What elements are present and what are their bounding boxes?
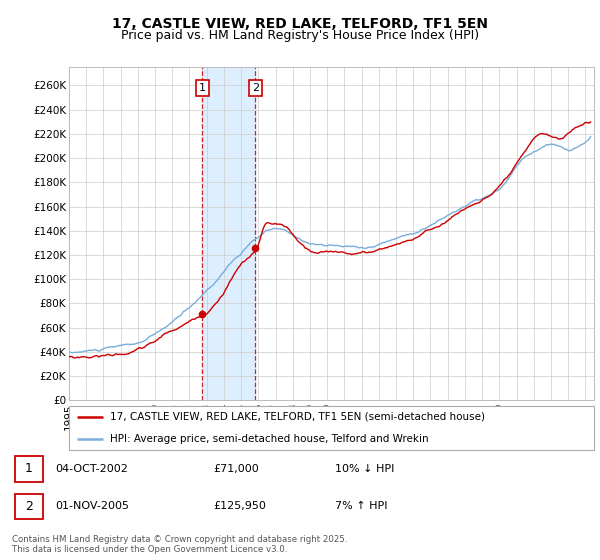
Text: 17, CASTLE VIEW, RED LAKE, TELFORD, TF1 5EN (semi-detached house): 17, CASTLE VIEW, RED LAKE, TELFORD, TF1 … — [110, 412, 485, 422]
Text: 2: 2 — [25, 500, 32, 512]
Text: 10% ↓ HPI: 10% ↓ HPI — [335, 464, 394, 474]
Text: Contains HM Land Registry data © Crown copyright and database right 2025.
This d: Contains HM Land Registry data © Crown c… — [12, 535, 347, 554]
Text: 17, CASTLE VIEW, RED LAKE, TELFORD, TF1 5EN: 17, CASTLE VIEW, RED LAKE, TELFORD, TF1 … — [112, 17, 488, 31]
FancyBboxPatch shape — [69, 406, 594, 450]
Bar — [202, 67, 256, 400]
Text: HPI: Average price, semi-detached house, Telford and Wrekin: HPI: Average price, semi-detached house,… — [110, 434, 428, 444]
Text: £71,000: £71,000 — [214, 464, 259, 474]
FancyBboxPatch shape — [15, 493, 43, 519]
Text: 2: 2 — [252, 83, 259, 93]
Text: 7% ↑ HPI: 7% ↑ HPI — [335, 501, 387, 511]
Text: 1: 1 — [199, 83, 206, 93]
Text: 1: 1 — [25, 463, 32, 475]
Text: 01-NOV-2005: 01-NOV-2005 — [55, 501, 129, 511]
Text: Price paid vs. HM Land Registry's House Price Index (HPI): Price paid vs. HM Land Registry's House … — [121, 29, 479, 42]
FancyBboxPatch shape — [15, 456, 43, 482]
Text: £125,950: £125,950 — [214, 501, 266, 511]
Text: 04-OCT-2002: 04-OCT-2002 — [55, 464, 128, 474]
